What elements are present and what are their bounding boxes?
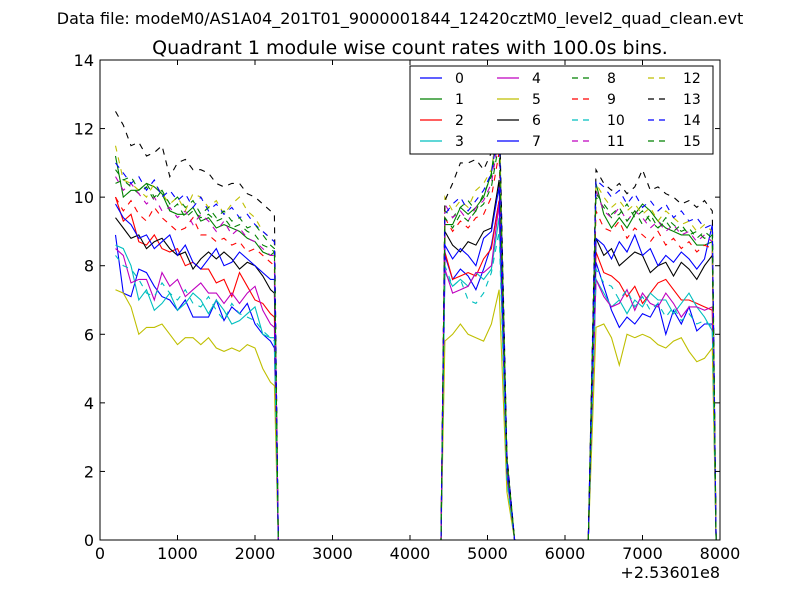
x-tick-label: 3000 bbox=[312, 544, 353, 563]
x-tick-label: 8000 bbox=[700, 544, 741, 563]
legend-label-9: 9 bbox=[607, 92, 616, 108]
series-line-6 bbox=[115, 179, 717, 541]
legend-item-5: 5 bbox=[497, 92, 541, 108]
series-line-8 bbox=[115, 128, 717, 541]
y-tick-label: 12 bbox=[74, 120, 94, 139]
legend-label-7: 7 bbox=[532, 134, 541, 150]
x-tick-label: 4000 bbox=[390, 544, 431, 563]
series-line-14 bbox=[115, 125, 717, 541]
y-tick-label: 0 bbox=[84, 531, 94, 550]
y-tick-label: 6 bbox=[84, 325, 94, 344]
legend-item-6: 6 bbox=[497, 113, 541, 129]
series-line-0 bbox=[114, 200, 717, 541]
x-tick-label: 1000 bbox=[157, 544, 198, 563]
legend-item-3: 3 bbox=[420, 134, 464, 150]
x-axis-offset-label: +2.53601e8 bbox=[620, 563, 720, 582]
x-tick-label: 6000 bbox=[545, 544, 586, 563]
series-line-1 bbox=[114, 111, 717, 541]
legend-label-12: 12 bbox=[683, 71, 701, 87]
legend-item-0: 0 bbox=[420, 71, 464, 87]
axis-tick-labels: 0 1000 2000 3000 4000 5000 6000 7000 80000246810… bbox=[74, 51, 741, 563]
legend-item-2: 2 bbox=[420, 113, 464, 129]
legend-item-15: 15 bbox=[648, 134, 701, 150]
legend-label-8: 8 bbox=[607, 71, 616, 87]
series-line-13 bbox=[115, 101, 717, 541]
series-line-2 bbox=[114, 196, 717, 541]
series-line-12 bbox=[114, 118, 717, 541]
legend-label-1: 1 bbox=[455, 92, 464, 108]
legend-label-5: 5 bbox=[532, 92, 541, 108]
legend-item-10: 10 bbox=[572, 113, 625, 129]
legend-item-13: 13 bbox=[648, 92, 701, 108]
axis-ticks bbox=[99, 59, 721, 541]
legend-item-4: 4 bbox=[497, 71, 541, 87]
series-line-4 bbox=[115, 203, 717, 541]
series-line-10 bbox=[115, 231, 717, 541]
legend-item-8: 8 bbox=[572, 71, 616, 87]
legend-item-1: 1 bbox=[420, 92, 464, 108]
plot-lines bbox=[114, 101, 717, 541]
legend-label-0: 0 bbox=[455, 71, 464, 87]
legend-item-11: 11 bbox=[572, 134, 625, 150]
y-tick-label: 4 bbox=[84, 394, 94, 413]
legend-label-11: 11 bbox=[607, 134, 625, 150]
series-line-5 bbox=[115, 289, 717, 541]
legend-label-14: 14 bbox=[683, 113, 701, 129]
x-tick-label: 0 bbox=[95, 544, 105, 563]
legend-label-15: 15 bbox=[683, 134, 701, 150]
y-tick-label: 8 bbox=[84, 257, 94, 276]
legend-item-9: 9 bbox=[572, 92, 616, 108]
legend-box bbox=[409, 65, 714, 155]
y-tick-label: 14 bbox=[74, 51, 94, 70]
legend-item-14: 14 bbox=[648, 113, 701, 129]
series-line-3 bbox=[115, 217, 717, 541]
y-tick-label: 2 bbox=[84, 462, 94, 481]
legend-label-10: 10 bbox=[607, 113, 625, 129]
legend-label-2: 2 bbox=[455, 113, 464, 129]
x-tick-label: 5000 bbox=[467, 544, 508, 563]
x-tick-label: 2000 bbox=[235, 544, 276, 563]
legend-item-7: 7 bbox=[497, 134, 541, 150]
legend-label-3: 3 bbox=[455, 134, 464, 150]
series-line-7 bbox=[115, 186, 717, 541]
x-tick-label: 7000 bbox=[622, 544, 663, 563]
series-line-9 bbox=[115, 152, 717, 541]
chart-title: Quadrant 1 module wise count rates with … bbox=[152, 37, 668, 59]
y-tick-label: 10 bbox=[74, 188, 94, 207]
data-file-suptitle: Data file: modeM0/AS1A04_201T01_90000018… bbox=[57, 9, 743, 29]
series-line-15 bbox=[115, 142, 717, 541]
series-line-11 bbox=[115, 135, 717, 541]
legend-label-4: 4 bbox=[532, 71, 541, 87]
legend-item-12: 12 bbox=[648, 71, 701, 87]
legend-label-6: 6 bbox=[532, 113, 541, 129]
legend-label-13: 13 bbox=[683, 92, 701, 108]
